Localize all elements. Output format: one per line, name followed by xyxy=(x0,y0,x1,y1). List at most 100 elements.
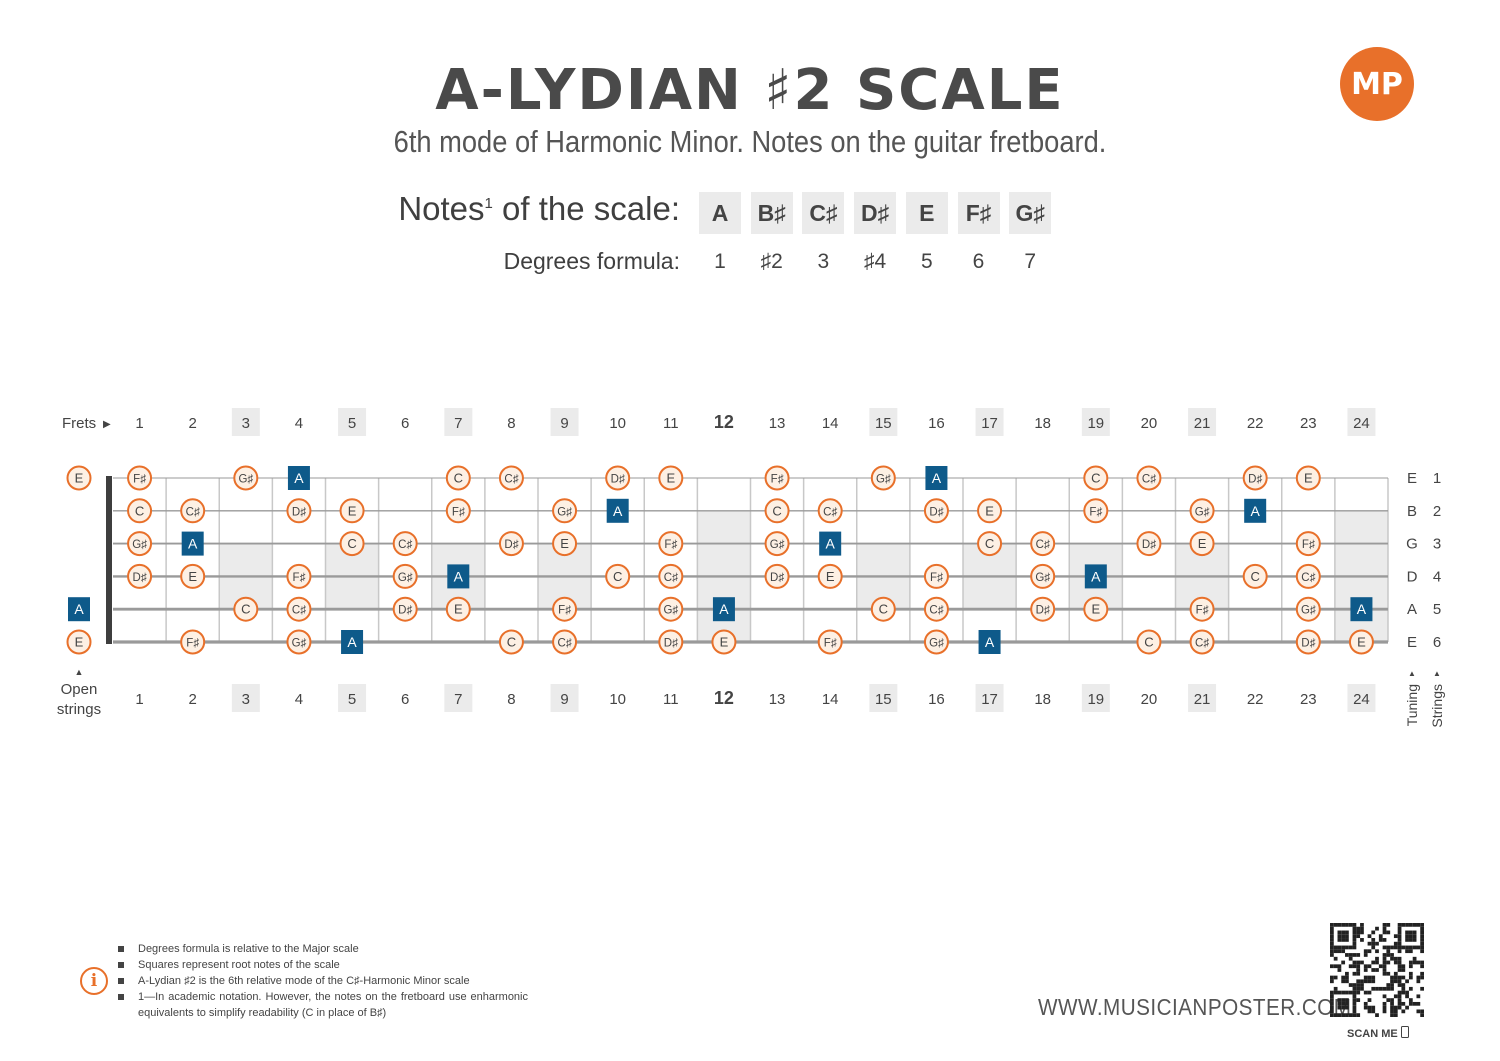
note-label: C xyxy=(241,602,250,617)
footnotes: Degrees formula is relative to the Major… xyxy=(118,941,528,1021)
qr-code[interactable] xyxy=(1330,923,1424,1017)
degree-value: 3 xyxy=(817,250,830,273)
note-circle xyxy=(817,563,843,589)
note-circle xyxy=(977,498,1003,524)
note-label: D♯ xyxy=(664,638,678,650)
note-circle xyxy=(1295,531,1321,557)
note-circle xyxy=(1083,465,1109,491)
note-circle xyxy=(552,498,578,524)
note-circle xyxy=(445,596,471,622)
note-circle xyxy=(658,596,684,622)
note-label: G♯ xyxy=(929,638,944,650)
fret-number-bg xyxy=(975,408,1004,436)
string-number: 1 xyxy=(1433,470,1441,487)
note-circle xyxy=(923,563,949,589)
fret-number: 20 xyxy=(1141,691,1158,708)
note-label: E xyxy=(75,471,84,486)
note-label: F♯ xyxy=(1089,506,1102,518)
fret-number: 6 xyxy=(401,691,409,708)
note-circle xyxy=(817,629,843,655)
website-link[interactable]: WWW.MUSICIANPOSTER.COM xyxy=(1038,994,1352,1020)
tuning-arrow-icon: ▲ xyxy=(1408,669,1416,678)
note-circle xyxy=(1295,596,1321,622)
note-label: G♯ xyxy=(1035,572,1050,584)
fret-number: 11 xyxy=(663,691,679,708)
fret-number-bg xyxy=(1347,408,1376,436)
root-note-square xyxy=(978,630,1001,654)
note-circle xyxy=(552,629,578,655)
scale-note-box: G♯ xyxy=(1009,192,1052,234)
root-note-square xyxy=(341,630,364,654)
fret-number-bg xyxy=(1188,408,1217,436)
degree-value: 6 xyxy=(972,250,985,273)
fret-number: 1 xyxy=(135,415,143,432)
note-circle xyxy=(552,531,578,557)
tuning-note: E xyxy=(1407,634,1417,651)
fret-number: 24 xyxy=(1353,415,1370,432)
note-label: C♯ xyxy=(1301,572,1315,584)
tuning-note: B xyxy=(1407,503,1417,520)
note-circle xyxy=(605,563,631,589)
tuning-note: A xyxy=(1407,601,1417,618)
note-label: E xyxy=(75,635,84,650)
note-label: D♯ xyxy=(398,605,412,617)
root-note-label: A xyxy=(985,634,995,650)
fret-number: 21 xyxy=(1194,691,1211,708)
fret-number: 3 xyxy=(242,415,250,432)
note-label: F♯ xyxy=(133,474,146,486)
note-circle xyxy=(339,531,365,557)
root-note-label: A xyxy=(294,470,304,486)
fret-number: 21 xyxy=(1194,415,1211,432)
fret-number: 15 xyxy=(875,691,892,708)
note-label: E xyxy=(720,635,729,650)
note-label: E xyxy=(348,503,357,518)
root-note-square xyxy=(925,466,948,490)
note-label: C♯ xyxy=(823,506,837,518)
note-label: E xyxy=(454,602,463,617)
note-label: F♯ xyxy=(558,605,571,617)
note-circle xyxy=(764,465,790,491)
note-label: D♯ xyxy=(1142,539,1156,551)
note-circle xyxy=(605,465,631,491)
note-label: E xyxy=(985,503,994,518)
root-note-square xyxy=(1084,564,1107,589)
note-label: E xyxy=(1357,635,1366,650)
note-label: F♯ xyxy=(930,572,943,584)
root-note-label: A xyxy=(454,568,464,584)
nut xyxy=(106,476,112,644)
note-label: C♯ xyxy=(398,539,412,551)
root-note-label: A xyxy=(1357,601,1367,617)
note-circle xyxy=(66,465,92,491)
note-label: C♯ xyxy=(504,474,518,486)
note-label: F♯ xyxy=(186,638,199,650)
note-circle xyxy=(711,629,737,655)
open-strings-label: Open xyxy=(61,681,98,698)
fret-number: 18 xyxy=(1034,691,1051,708)
note-circle xyxy=(977,531,1003,557)
note-circle xyxy=(764,531,790,557)
root-note-square xyxy=(819,531,842,556)
note-label: C♯ xyxy=(929,605,943,617)
fret-number: 13 xyxy=(769,691,786,708)
note-circle xyxy=(1083,596,1109,622)
note-circle xyxy=(1189,531,1215,557)
note-circle xyxy=(286,498,312,524)
note-label: G♯ xyxy=(770,539,785,551)
note-circle xyxy=(1136,465,1162,491)
fret-number: 2 xyxy=(189,691,197,708)
note-circle xyxy=(1136,629,1162,655)
string-number: 4 xyxy=(1433,568,1441,585)
note-label: C xyxy=(985,536,994,551)
note-label: G♯ xyxy=(292,638,307,650)
fret-number-bg xyxy=(444,684,473,712)
note-circle xyxy=(658,629,684,655)
root-note-label: A xyxy=(74,601,84,617)
note-circle xyxy=(1189,629,1215,655)
note-label: G♯ xyxy=(1195,506,1210,518)
root-note-square xyxy=(1350,597,1373,622)
fret-number: 22 xyxy=(1247,415,1264,432)
fret-number: 1 xyxy=(135,691,143,708)
note-label: F♯ xyxy=(452,506,465,518)
note-circle xyxy=(870,596,896,622)
fret-number: 14 xyxy=(822,415,839,432)
